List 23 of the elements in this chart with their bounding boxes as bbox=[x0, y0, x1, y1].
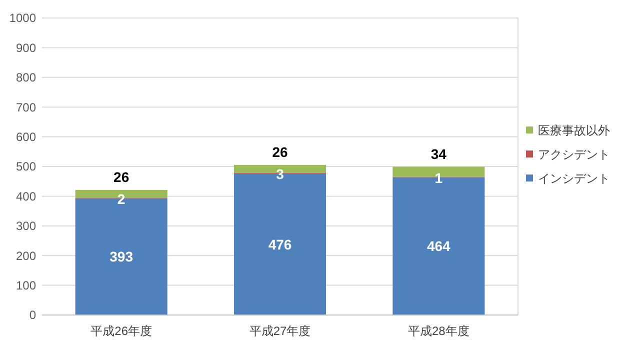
y-tick-label: 400 bbox=[16, 189, 36, 204]
y-tick-label: 500 bbox=[16, 160, 36, 174]
data-label: 476 bbox=[268, 236, 292, 252]
data-label: 26 bbox=[114, 168, 130, 185]
y-tick-label: 1000 bbox=[9, 11, 36, 26]
y-tick-label: 300 bbox=[16, 219, 36, 234]
y-tick-label: 600 bbox=[16, 130, 36, 144]
y-tick-label: 200 bbox=[16, 248, 36, 263]
data-label: 393 bbox=[110, 248, 134, 265]
y-tick-label: 700 bbox=[16, 100, 36, 114]
legend-label: インシデント bbox=[538, 172, 610, 186]
y-tick-label: 900 bbox=[16, 40, 36, 55]
data-label: 26 bbox=[272, 144, 288, 160]
x-tick-label: 平成28年度 bbox=[408, 324, 470, 338]
y-tick-label: 800 bbox=[16, 70, 36, 85]
legend-label: アクシデント bbox=[538, 148, 610, 162]
y-tick-label: 100 bbox=[16, 278, 36, 292]
x-tick-label: 平成26年度 bbox=[90, 324, 152, 338]
data-label: 34 bbox=[430, 146, 447, 162]
x-tick-label: 平成27年度 bbox=[249, 324, 311, 338]
legend-label: 医療事故以外 bbox=[538, 124, 610, 138]
y-tick-label: 0 bbox=[29, 308, 36, 322]
data-label: 464 bbox=[426, 238, 451, 254]
